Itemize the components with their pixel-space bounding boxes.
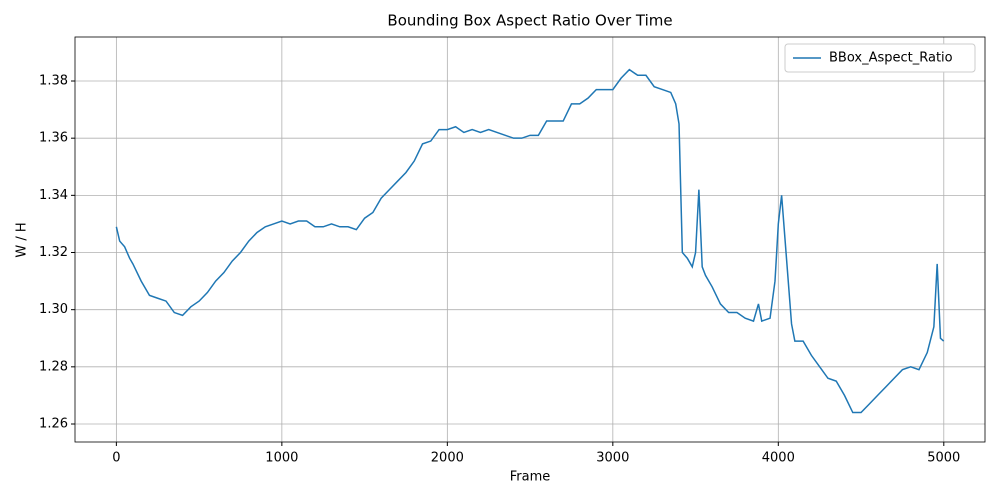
y-axis-label: W / H <box>15 222 30 257</box>
x-tick-label: 3000 <box>596 451 629 466</box>
x-tick-label: 0 <box>112 451 120 466</box>
y-tick-label: 1.34 <box>39 188 68 203</box>
legend-box <box>784 43 976 73</box>
x-tick-label: 5000 <box>927 451 960 466</box>
data-line <box>115 68 945 414</box>
chart-title: Bounding Box Aspect Ratio Over Time <box>387 12 672 30</box>
y-tick-label: 1.30 <box>39 302 68 317</box>
x-axis-label: Frame <box>510 470 551 485</box>
y-tick-label: 1.38 <box>39 74 68 89</box>
y-tick-label: 1.36 <box>39 131 68 146</box>
x-tick-label: 1000 <box>265 451 298 466</box>
y-tick-label: 1.26 <box>39 416 68 431</box>
y-tick-label: 1.32 <box>39 245 68 260</box>
plot-frame <box>74 36 986 443</box>
x-tick-label: 2000 <box>431 451 464 466</box>
legend-label: BBox_Aspect_Ratio <box>829 51 953 66</box>
y-tick-label: 1.28 <box>39 359 68 374</box>
x-tick-label: 4000 <box>762 451 795 466</box>
